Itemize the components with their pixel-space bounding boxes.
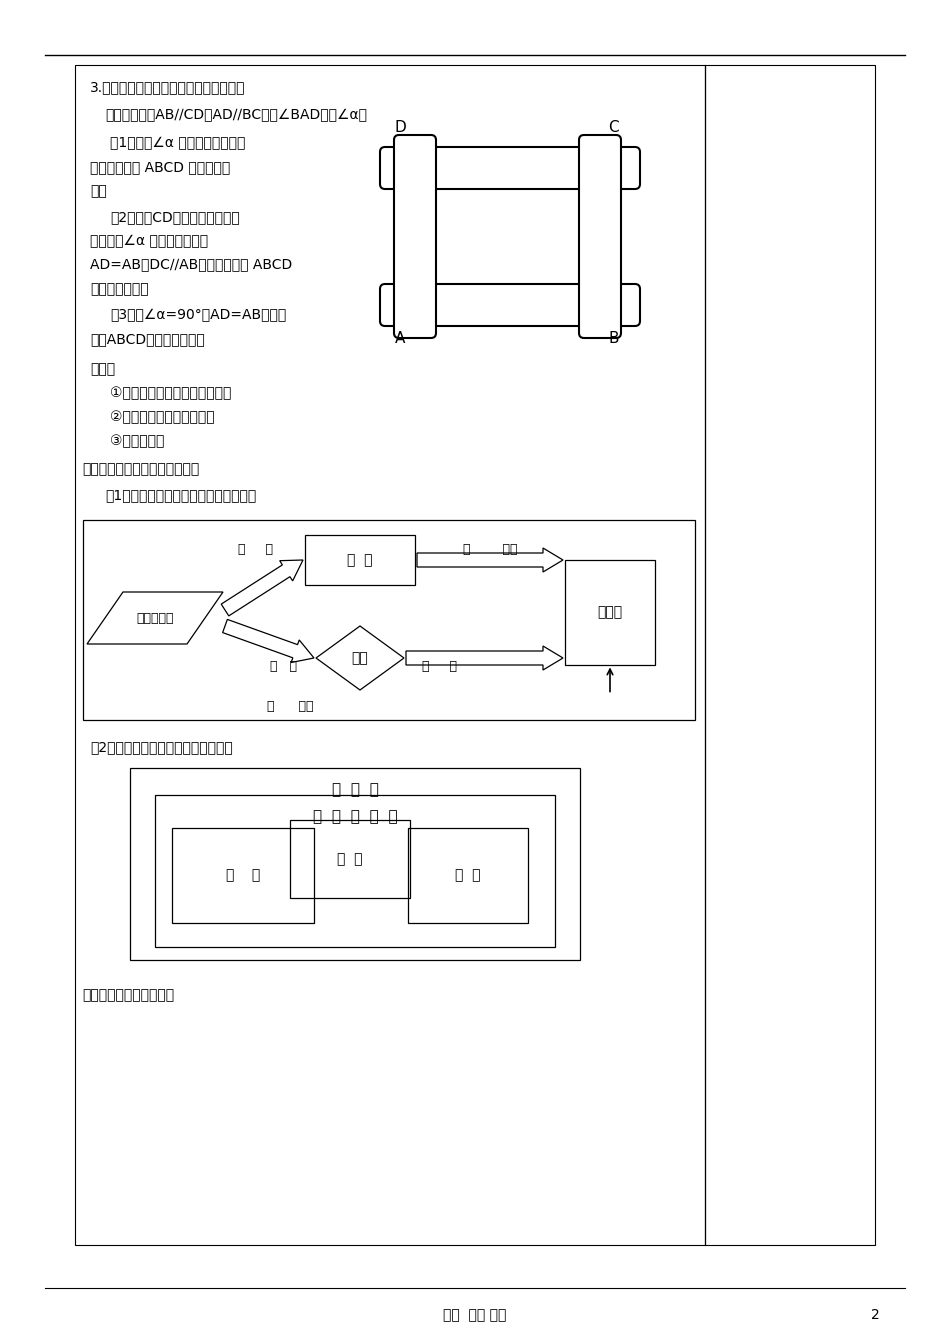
Text: 三、概括总结（学生自己完成）: 三、概括总结（学生自己完成） <box>82 462 200 476</box>
Text: （1）、当∠α 从一般角度变为直: （1）、当∠α 从一般角度变为直 <box>110 136 245 151</box>
Text: （1）、将相应的条件填在相应的箭头上: （1）、将相应的条件填在相应的箭头上 <box>105 488 257 503</box>
Text: 如图，当木框AB∕∕CD，AD∕∕BC时，∠BAD记为∠α。: 如图，当木框AB∕∕CD，AD∕∕BC时，∠BAD记为∠α。 <box>105 108 367 122</box>
Text: 四、学以致用，应用举例: 四、学以致用，应用举例 <box>82 988 174 1003</box>
Text: 2: 2 <box>870 1308 880 1322</box>
Text: （    ）: （ ） <box>226 868 260 883</box>
Text: （     ）: （ ） <box>423 660 458 673</box>
Text: 角时，四边形 ABCD 是怎样的图: 角时，四边形 ABCD 是怎样的图 <box>90 160 230 173</box>
Text: （   ）: （ ） <box>270 660 296 673</box>
Text: （3）当∠α=90°，AD=AB时，四: （3）当∠α=90°，AD=AB时，四 <box>110 308 286 323</box>
Bar <box>565 559 655 664</box>
Text: ①是平行四边形同时也是矩形。: ①是平行四边形同时也是矩形。 <box>110 386 232 401</box>
Text: 矩  形: 矩 形 <box>348 552 372 567</box>
Bar <box>408 828 528 923</box>
Text: D: D <box>395 120 407 134</box>
Text: （      ））: （ ）） <box>267 700 314 714</box>
Text: （     ）: （ ） <box>238 543 273 556</box>
Text: C: C <box>608 120 618 134</box>
Bar <box>83 520 695 720</box>
Bar <box>130 767 580 960</box>
Text: 菱形: 菱形 <box>352 650 369 665</box>
Bar <box>172 828 314 923</box>
FancyBboxPatch shape <box>579 134 621 337</box>
FancyBboxPatch shape <box>394 134 436 337</box>
Text: （  ）: （ ） <box>337 852 363 866</box>
Text: 四  边  形: 四 边 形 <box>332 782 378 797</box>
Text: 内平移，∠α 还是一般角，当: 内平移，∠α 还是一般角，当 <box>90 234 208 249</box>
Text: A: A <box>395 331 406 345</box>
Text: ②是平行四边形也是菱形。: ②是平行四边形也是菱形。 <box>110 410 215 423</box>
Text: 形。: 形。 <box>90 184 106 198</box>
Bar <box>705 65 875 1245</box>
FancyBboxPatch shape <box>380 146 640 190</box>
Text: 正方形: 正方形 <box>598 605 622 620</box>
Text: 结果：: 结果： <box>90 362 115 376</box>
Text: 3.平行四边形与特殊平行四边形之间关系: 3.平行四边形与特殊平行四边形之间关系 <box>90 81 245 94</box>
Bar <box>305 535 415 585</box>
Text: AD=AB（DC∕∕AB）时，四边形 ABCD: AD=AB（DC∕∕AB）时，四边形 ABCD <box>90 258 293 271</box>
Text: （        ））: （ ）） <box>463 543 517 556</box>
Text: 用心  爱心 专心: 用心 爱心 专心 <box>444 1308 506 1322</box>
Bar <box>155 796 555 948</box>
Text: ③是正方形。: ③是正方形。 <box>110 434 164 448</box>
Text: 平  行  四  边  形: 平 行 四 边 形 <box>313 809 397 824</box>
Text: （2）在方框内填入相应图形的名称：: （2）在方框内填入相应图形的名称： <box>90 741 233 754</box>
Text: 边形ABCD是怎样的图形？: 边形ABCD是怎样的图形？ <box>90 332 205 345</box>
FancyBboxPatch shape <box>380 284 640 327</box>
Bar <box>290 820 410 898</box>
Polygon shape <box>221 560 303 616</box>
Polygon shape <box>406 646 563 671</box>
Text: B: B <box>608 331 618 345</box>
Text: （2）、当CD在另一组对边轨道: （2）、当CD在另一组对边轨道 <box>110 210 239 224</box>
Text: 平行四边形: 平行四边形 <box>136 612 174 625</box>
Text: 是怎样的图形？: 是怎样的图形？ <box>90 282 148 296</box>
Bar <box>75 65 705 1245</box>
Polygon shape <box>222 620 314 663</box>
Text: （  ）: （ ） <box>455 868 481 883</box>
Polygon shape <box>417 548 563 573</box>
